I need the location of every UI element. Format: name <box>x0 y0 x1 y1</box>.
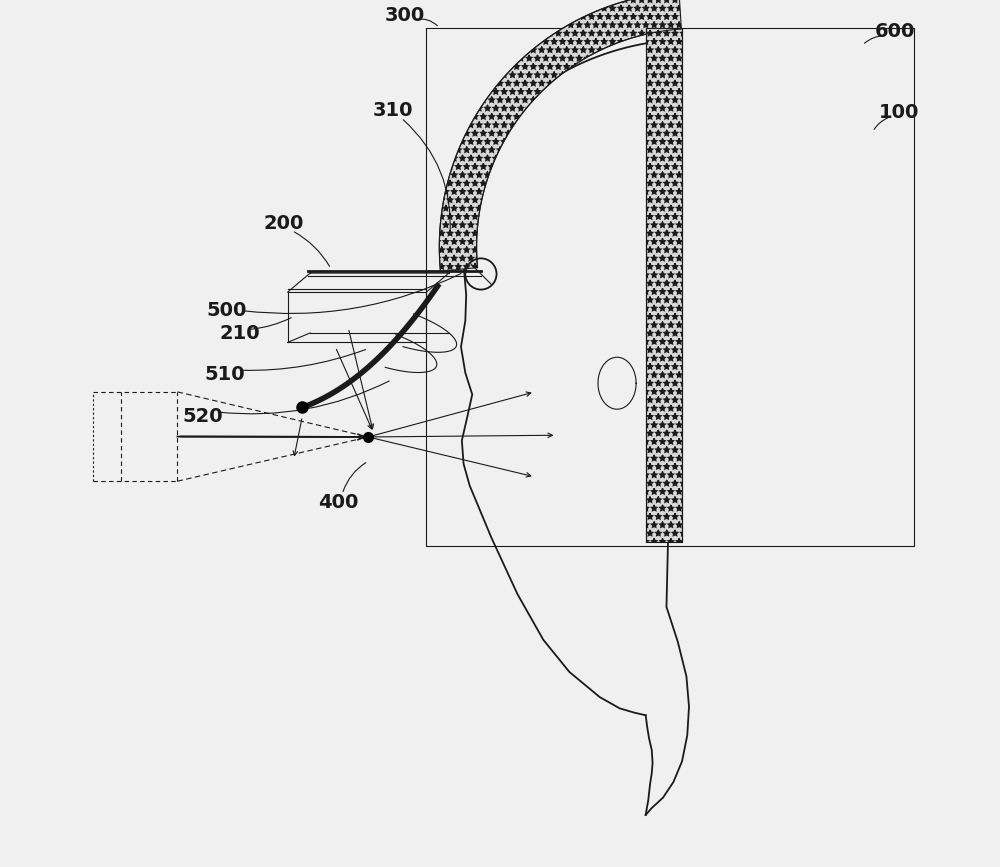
Text: 200: 200 <box>263 214 303 233</box>
Text: 500: 500 <box>207 301 247 320</box>
Text: 210: 210 <box>220 324 260 343</box>
Text: 600: 600 <box>874 22 915 41</box>
Text: 520: 520 <box>182 407 223 426</box>
Polygon shape <box>646 28 682 542</box>
Text: 300: 300 <box>385 6 425 25</box>
Text: 400: 400 <box>318 493 358 512</box>
Text: 100: 100 <box>879 103 919 122</box>
Text: 510: 510 <box>205 365 245 384</box>
Polygon shape <box>439 0 681 271</box>
Text: 310: 310 <box>372 101 413 121</box>
